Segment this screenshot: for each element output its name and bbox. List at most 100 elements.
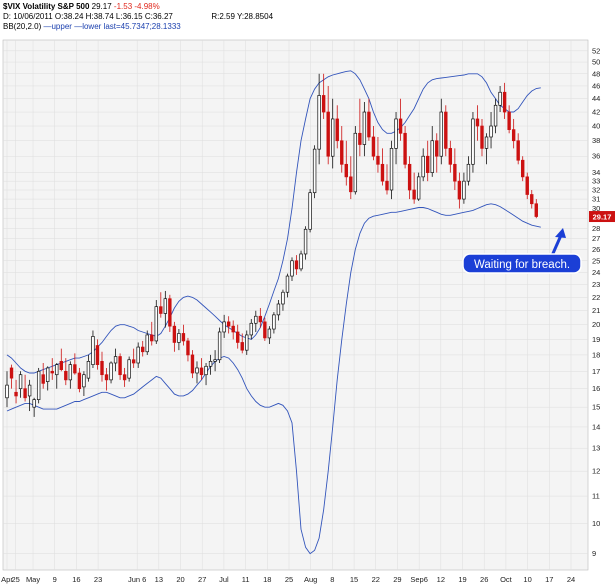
candle (394, 112, 398, 165)
candle-body (113, 356, 118, 364)
candle-body (222, 321, 226, 333)
x-tick-label: May (26, 575, 40, 584)
candle-body (5, 384, 9, 399)
candle (312, 145, 317, 199)
candle-body (186, 340, 190, 356)
candle (263, 317, 267, 341)
x-tick-label: 11 (242, 575, 250, 584)
candle-body (416, 176, 421, 200)
candle-body (335, 118, 339, 142)
candle (18, 371, 23, 398)
candle (41, 362, 45, 389)
candle-body (358, 132, 362, 145)
candle (521, 156, 525, 182)
candle (525, 172, 529, 200)
candle (344, 140, 348, 186)
y-tick-label: 18 (592, 350, 600, 359)
candle-body (403, 132, 407, 165)
x-tick-label: 19 (458, 575, 466, 584)
candle-body (389, 148, 394, 191)
candle (493, 98, 498, 134)
symbol-title: $VIX Volatility S&P 500 (3, 2, 90, 11)
y-tick-label: 40 (592, 122, 600, 131)
candle-body (430, 140, 434, 173)
candle-body (236, 331, 240, 343)
candle (376, 136, 380, 173)
candle-body (104, 374, 109, 381)
y-tick-label: 15 (592, 403, 600, 412)
candle (308, 189, 312, 233)
candle (172, 321, 177, 352)
candle-body (285, 275, 290, 293)
candle-body (480, 125, 484, 149)
bb-lower-legend-icon: — (74, 22, 83, 31)
candle (226, 316, 231, 334)
candle-body (507, 111, 511, 130)
candle-body (118, 356, 122, 376)
candle (371, 126, 376, 161)
candle (353, 126, 358, 195)
candle (14, 379, 18, 404)
last-price-tag-label: 29.17 (593, 212, 612, 221)
candle (367, 98, 371, 141)
candle-body (73, 364, 77, 374)
candle-body (91, 336, 95, 365)
candle (331, 98, 335, 169)
candle (222, 314, 226, 338)
y-tick-label: 21 (592, 306, 600, 315)
candle (55, 362, 59, 389)
x-tick-label: Sep6 (410, 575, 428, 584)
candle-body (231, 325, 235, 333)
candle-body (208, 361, 213, 367)
candle (448, 140, 453, 173)
last-price: 29.17 (91, 2, 112, 11)
candle-body (95, 345, 100, 365)
x-tick-label: 22 (372, 575, 380, 584)
x-tick-label: 9 (53, 575, 57, 584)
x-tick-label: 12 (437, 575, 445, 584)
y-tick-label: 25 (592, 256, 600, 265)
y-tick-label: 16 (592, 384, 600, 393)
candle (444, 105, 448, 157)
date-label: D: (3, 12, 11, 21)
candle (489, 112, 493, 149)
candle (407, 156, 412, 200)
x-tick-label: 20 (176, 575, 184, 584)
plot-area (2, 39, 589, 571)
candle-body (475, 118, 480, 127)
candle (435, 133, 439, 173)
y-tick-label: 13 (592, 444, 600, 453)
candle (335, 105, 339, 149)
candle (475, 105, 480, 141)
candle (181, 324, 186, 346)
candle-body (181, 333, 186, 342)
candles (5, 73, 538, 417)
candle-body (362, 111, 367, 145)
candle (118, 353, 122, 380)
low-value: 36.15 (122, 12, 143, 21)
candle (186, 337, 190, 362)
candle (453, 148, 457, 190)
candle (159, 292, 163, 318)
candle (245, 330, 249, 355)
candle-body (502, 91, 507, 113)
y-tick-label: 46 (592, 81, 600, 90)
candle-body (484, 136, 489, 149)
candle-body (394, 118, 398, 149)
candle (498, 85, 502, 113)
x-tick-label: 15 (350, 575, 358, 584)
candle-body (50, 370, 54, 374)
candle-body (68, 364, 73, 381)
candle (457, 172, 462, 209)
candle-body (195, 367, 199, 374)
candle-body (127, 359, 131, 379)
candle-body (376, 155, 380, 165)
candle (217, 327, 222, 363)
y-tick-label: 42 (592, 108, 600, 117)
bb-last-values: last=45.7347;28.1333 (103, 22, 181, 31)
candle-body (86, 361, 91, 379)
candle-body (453, 163, 457, 182)
candle-body (172, 325, 177, 343)
candle (68, 361, 73, 389)
